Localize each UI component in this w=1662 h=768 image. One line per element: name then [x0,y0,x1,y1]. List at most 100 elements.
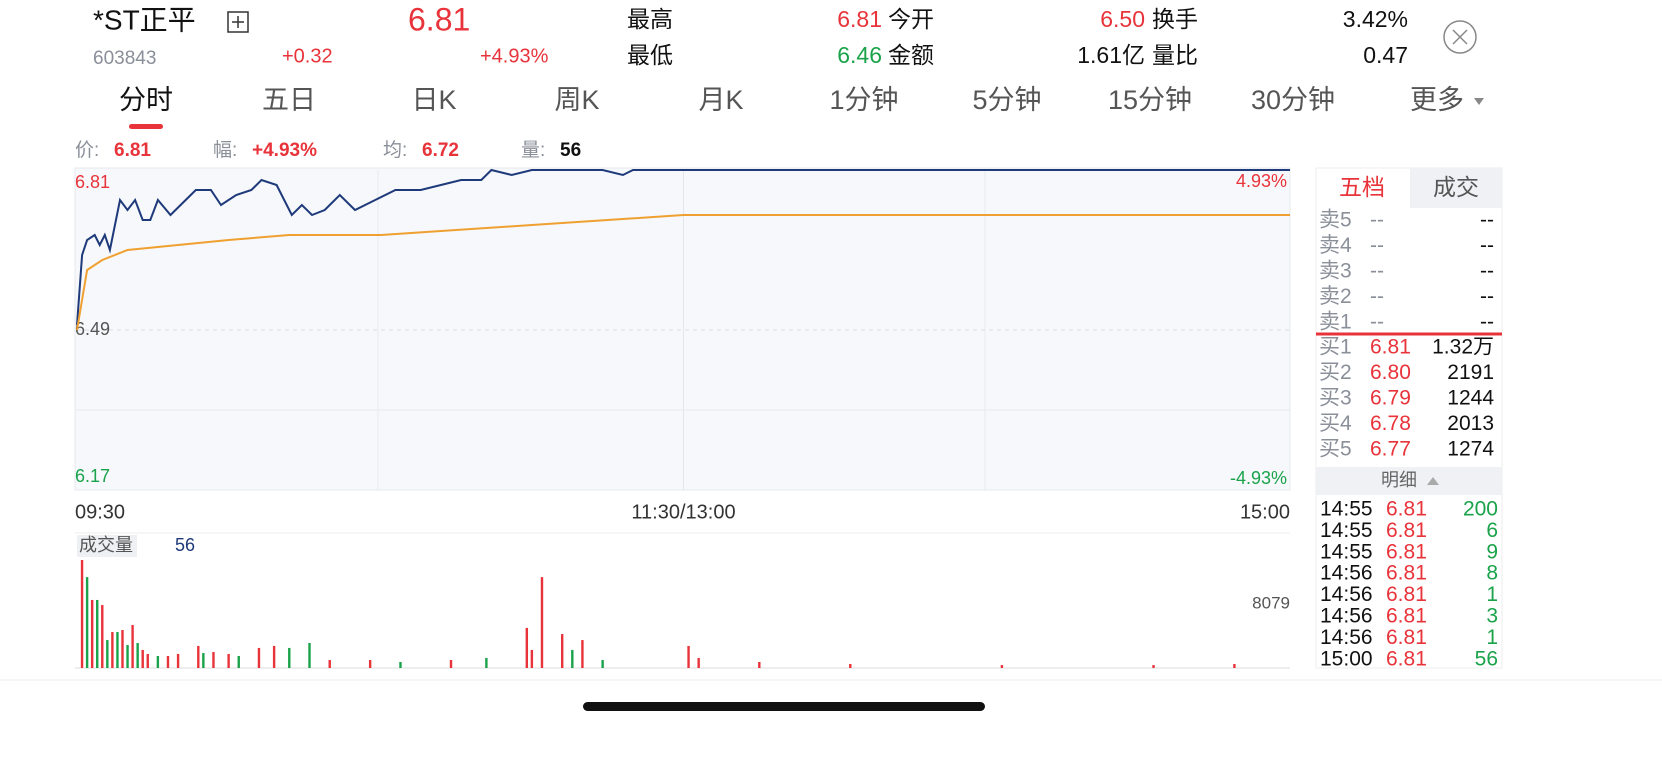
trade-time: 14:56 [1320,605,1373,628]
bid-volume: 2191 [1447,361,1494,384]
ask-label: 卖3 [1319,260,1352,283]
ask-volume: -- [1480,311,1494,334]
trade-time: 14:56 [1320,562,1373,585]
bid-price: 6.78 [1370,412,1411,435]
period-tab[interactable]: 5分钟 [972,85,1041,115]
trade-price: 6.81 [1386,519,1427,542]
x-tick-label: 11:30/13:00 [631,501,735,523]
ask-price: -- [1370,234,1384,257]
volume-bar [328,659,331,668]
period-tab[interactable]: 月K [698,85,743,115]
y-tick-label: 6.49 [75,319,110,339]
volume-bar [540,577,544,668]
add-watch-icon[interactable] [227,11,249,33]
period-tab[interactable]: 日K [411,85,456,115]
volume-bar [601,659,604,668]
bid-volume: 1274 [1447,438,1494,461]
period-tab[interactable]: 五日 [262,85,316,115]
ask-volume: -- [1480,234,1494,257]
ask-volume: -- [1480,285,1494,308]
trade-price: 6.81 [1386,626,1427,649]
trade-price: 6.81 [1386,562,1427,585]
book-tab[interactable]: 五档 [1339,174,1385,200]
volume-bar [288,647,291,668]
volume-bar [697,657,700,668]
more-arrow [1474,98,1484,105]
stat-value: 1.61亿 [1077,42,1145,68]
bid-price: 6.77 [1370,438,1411,461]
period-tab[interactable]: 15分钟 [1108,85,1192,115]
bid-price: 6.81 [1370,336,1411,359]
price-panel [74,167,1291,491]
volume-bar [687,645,690,668]
stat-value: 6.46 [837,42,882,68]
stat-label: 今开 [888,6,934,32]
x-tick-label: 09:30 [75,501,125,523]
order-panel [1315,167,1503,669]
stat-label: 量比 [1152,42,1198,68]
volume-bar [1000,665,1004,668]
volume-bar [449,659,453,668]
stat-value: 6.50 [1100,6,1145,32]
volume-bar [202,653,205,668]
info-value: 6.81 [114,140,151,161]
volume-bar [368,659,372,668]
detail-arrow [1427,477,1439,485]
volume-tag [77,535,137,557]
trade-price: 6.81 [1386,583,1427,606]
volume-bar [525,627,529,668]
ask-label: 卖2 [1319,285,1352,308]
y-tick-label: 6.17 [75,466,110,486]
bid-label: 买2 [1319,361,1352,384]
period-tab[interactable]: 更多 [1410,85,1464,115]
period-tab[interactable]: 周K [554,85,599,115]
tab-bg [1410,168,1502,208]
stat-label: 最高 [627,6,673,32]
period-tab[interactable]: 分时 [119,85,173,115]
home-indicator[interactable] [583,702,985,711]
ask-price: -- [1370,311,1384,334]
trade-time: 14:55 [1320,519,1373,542]
stat-label: 换手 [1152,6,1198,32]
trade-volume: 6 [1486,519,1498,542]
book-tab[interactable]: 成交 [1433,174,1479,200]
ask-label: 卖4 [1319,234,1352,257]
ask-price: -- [1370,285,1384,308]
close-button[interactable] [1443,20,1477,54]
y-tick-label: 6.81 [75,172,110,192]
volume-bar [136,643,139,668]
volume-bar [141,649,144,668]
volume-latest: 56 [175,535,195,555]
volume-title: 成交量 [79,535,133,555]
period-tab[interactable]: 30分钟 [1251,85,1335,115]
volume-bar [571,649,574,668]
volume-bar [849,663,852,668]
info-value: 56 [560,140,581,161]
bid-price: 6.80 [1370,361,1411,384]
info-label: 量: [521,140,545,161]
stat-value: 0.47 [1363,42,1408,68]
trade-volume: 1 [1486,626,1498,649]
trade-price: 6.81 [1386,540,1427,563]
volume-bar [272,645,276,668]
info-value: 6.72 [422,140,459,161]
ask-price: -- [1370,209,1384,232]
trade-time: 15:00 [1320,647,1373,670]
trade-price: 6.81 [1386,647,1427,670]
trade-volume: 1 [1486,583,1498,606]
trade-time: 14:55 [1320,540,1373,563]
detail-label[interactable]: 明细 [1381,470,1417,490]
ask-volume: -- [1480,209,1494,232]
detail-bar[interactable] [1316,467,1502,495]
period-tab[interactable]: 1分钟 [829,85,898,115]
bid-label: 买5 [1319,438,1352,461]
info-label: 幅: [213,139,237,161]
bid-volume: 1244 [1447,387,1494,410]
stock-code: 603843 [93,48,156,69]
stock-name: *ST正平 [93,4,196,35]
volume-bar [80,560,84,668]
volume-bar [227,653,230,668]
info-label: 均: [383,139,407,161]
volume-bar [197,645,200,668]
volume-bar [561,634,564,668]
